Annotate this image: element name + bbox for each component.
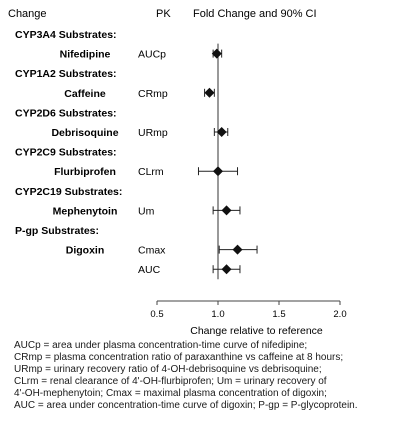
footnote-line: URmp = urinary recovery ratio of 4-OH-de…	[14, 364, 322, 375]
estimate-diamond	[221, 264, 232, 275]
pk-label: AUC	[138, 264, 161, 276]
plot-rows: CYP3A4 Substrates: Nifedipine AUCp CYP1A2 S…	[15, 29, 168, 276]
estimate-diamond	[213, 166, 223, 177]
group-label: CYP2C9 Substrates:	[15, 147, 117, 159]
pk-label: AUCp	[138, 49, 166, 61]
plot-marks	[197, 48, 258, 275]
footnote: AUCp = area under plasma concentration-t…	[14, 340, 398, 412]
estimate-diamond	[232, 244, 243, 255]
x-axis-ticks: 0.5 1.0 1.5 2.0	[150, 301, 347, 320]
drug-label: Mephenytoin	[53, 205, 118, 217]
x-axis-label: Change relative to reference	[190, 325, 323, 337]
footnote-line: 4'-OH-mephenytoin; Cmax = maximal plasma…	[14, 388, 327, 399]
header-change: Change	[8, 8, 47, 20]
pk-label: CRmp	[138, 88, 168, 100]
header-fold-change: Fold Change and 90% CI	[193, 8, 317, 20]
x-tick-label: 2.0	[333, 309, 346, 320]
drug-label: Caffeine	[64, 88, 106, 100]
estimate-diamond	[204, 87, 215, 98]
footnote-line: AUCp = area under plasma concentration-t…	[14, 340, 308, 351]
drug-label: Nifedipine	[60, 49, 111, 61]
footnote-line: AUC = area under concentration-time curv…	[14, 400, 358, 411]
forest-plot: Change PK Fold Change and 90% CI CYP3A4 …	[8, 8, 347, 337]
estimate-diamond	[216, 127, 227, 137]
pk-label: Um	[138, 205, 155, 217]
drug-label: Flurbiprofen	[54, 166, 116, 178]
pk-label: URmp	[138, 127, 168, 139]
x-tick-label: 0.5	[150, 309, 163, 320]
pk-label: CLrm	[138, 166, 164, 178]
pk-label: Cmax	[138, 245, 166, 257]
x-tick-label: 1.5	[272, 309, 285, 320]
drug-label: Digoxin	[66, 245, 105, 257]
footnote-line: CLrm = renal clearance of 4'-OH-flurbipr…	[14, 376, 327, 387]
group-label: P-gp Substrates:	[15, 225, 99, 237]
group-label: CYP2C19 Substrates:	[15, 186, 122, 198]
group-label: CYP1A2 Substrates:	[15, 68, 117, 80]
group-label: CYP2D6 Substrates:	[15, 107, 117, 119]
group-label: CYP3A4 Substrates:	[15, 29, 117, 41]
x-tick-label: 1.0	[211, 309, 224, 320]
estimate-diamond	[211, 48, 222, 59]
footnote-line: CRmp = plasma concentration ratio of par…	[14, 352, 344, 363]
header-pk: PK	[156, 8, 171, 20]
estimate-diamond	[221, 205, 232, 216]
drug-label: Debrisoquine	[51, 127, 118, 139]
